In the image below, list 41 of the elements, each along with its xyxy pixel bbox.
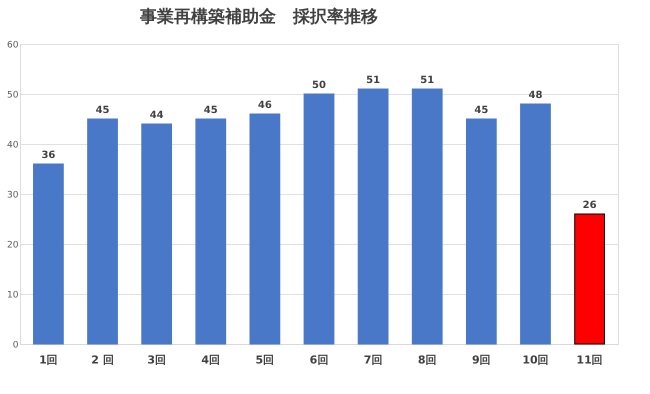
data-label: 51 [420,75,434,86]
x-tick-label: 2 回 [91,354,114,366]
x-tick-label: 7回 [364,354,382,366]
chart-title: 事業再構築補助金 採択率推移 [139,7,378,27]
data-label: 50 [312,80,326,91]
x-tick-label: 1回 [39,354,58,366]
bar [466,118,497,344]
data-label: 45 [474,105,488,116]
data-label: 45 [204,105,218,116]
x-tick-label: 9回 [472,354,491,366]
y-tick-label: 10 [7,290,19,300]
bar [574,214,605,344]
bar [33,164,64,344]
x-tick-label: 11回 [576,354,603,366]
y-tick-label: 60 [7,40,19,50]
data-label: 45 [96,105,110,116]
y-tick-label: 50 [7,90,19,100]
x-tick-label: 3回 [147,354,166,366]
x-tick-label: 8回 [418,354,437,366]
bar [141,124,172,344]
bar [358,88,388,344]
data-label: 48 [528,90,542,101]
y-tick-label: 40 [7,140,19,150]
data-label: 46 [258,100,272,111]
bar [520,104,551,344]
bar [195,118,226,344]
data-label: 44 [150,110,164,121]
y-tick-label: 20 [7,240,19,250]
x-tick-label: 5回 [256,354,274,366]
y-tick-label: 0 [12,340,19,350]
bar [87,118,118,344]
data-label: 51 [366,75,380,86]
bar [250,114,280,344]
data-label: 26 [582,200,597,211]
bar [412,88,443,344]
y-tick-label: 30 [7,190,19,200]
x-tick-label: 10回 [522,354,549,366]
data-label: 36 [41,150,56,161]
bar [304,94,334,344]
x-tick-label: 6回 [310,354,328,366]
x-tick-label: 4回 [201,354,220,366]
